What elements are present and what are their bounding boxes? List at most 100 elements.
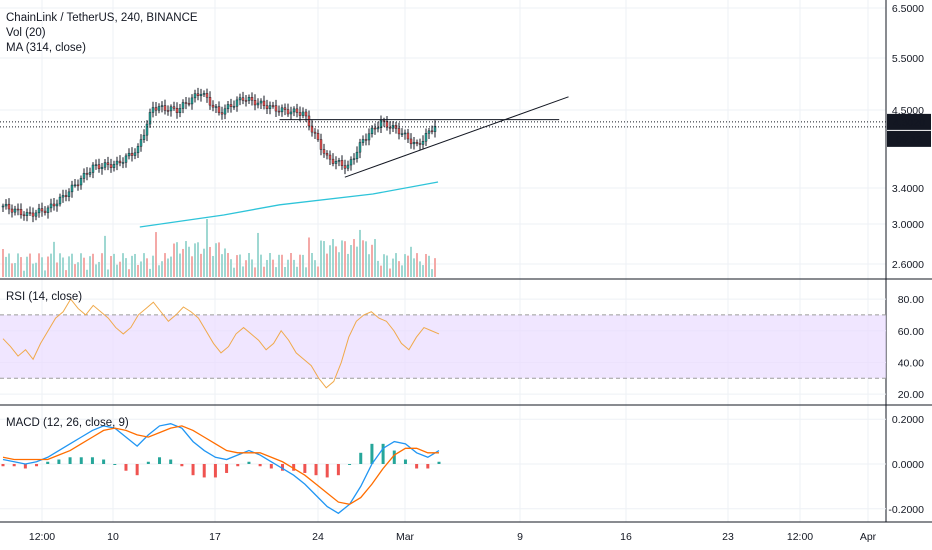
candle-body bbox=[403, 132, 407, 135]
macd-hist-bar bbox=[225, 464, 229, 473]
candle-body bbox=[157, 106, 161, 111]
legend-symbol[interactable]: ChainLink / TetherUS, 240, BINANCE bbox=[6, 12, 198, 24]
legend-macd[interactable]: MACD (12, 26, close, 9) bbox=[6, 417, 129, 429]
volume-bar bbox=[110, 256, 112, 277]
volume-bar bbox=[398, 261, 400, 277]
volume-bar bbox=[161, 261, 163, 277]
macd-hist-bar bbox=[269, 464, 273, 469]
macd-hist-bar bbox=[68, 457, 72, 464]
volume-bar bbox=[77, 262, 79, 277]
macd-hist-bar bbox=[348, 464, 352, 465]
candle-body bbox=[85, 172, 89, 175]
volume-bar bbox=[95, 264, 97, 277]
candle-body bbox=[196, 93, 200, 97]
candle-body bbox=[100, 166, 104, 169]
candle-body bbox=[232, 106, 236, 108]
x-tick-label: 17 bbox=[209, 531, 221, 543]
candle-body bbox=[340, 160, 344, 166]
x-tick-label: 10 bbox=[107, 531, 119, 543]
volume-bar bbox=[122, 253, 124, 277]
candle-body bbox=[205, 93, 209, 98]
volume-bar bbox=[152, 255, 154, 277]
candle-body bbox=[52, 203, 56, 207]
candle-body bbox=[103, 162, 107, 168]
candle-body bbox=[331, 158, 335, 164]
volume-bar bbox=[170, 256, 172, 277]
candle-body bbox=[124, 155, 128, 163]
volume-bar bbox=[74, 264, 76, 277]
volume-bar bbox=[50, 253, 52, 277]
x-tick-label: 23 bbox=[722, 531, 734, 543]
legend-ma[interactable]: MA (314, close) bbox=[6, 42, 86, 54]
candle-body bbox=[31, 212, 35, 217]
candle-body bbox=[241, 97, 245, 101]
candle-body bbox=[148, 112, 152, 125]
volume-bar bbox=[20, 257, 22, 277]
volume-bar bbox=[191, 256, 193, 277]
legend-rsi[interactable]: RSI (14, close) bbox=[6, 291, 83, 303]
volume-bar bbox=[47, 256, 49, 277]
macd-hist-bar bbox=[392, 450, 396, 464]
candle-body bbox=[139, 139, 143, 147]
volume-bar bbox=[134, 253, 136, 277]
volume-bar bbox=[158, 265, 160, 277]
macd-hist-bar bbox=[415, 464, 419, 469]
candle-body bbox=[25, 212, 29, 216]
candle-body bbox=[253, 99, 257, 106]
candle-body bbox=[397, 128, 401, 135]
macd-hist-bar bbox=[191, 464, 195, 476]
volume-bar bbox=[71, 253, 73, 277]
candle-body bbox=[115, 160, 119, 165]
candle-body bbox=[271, 105, 275, 107]
volume-bar bbox=[308, 237, 310, 277]
macd-hist-bar bbox=[292, 464, 296, 471]
y-tick-label: 2.6000 bbox=[892, 259, 924, 271]
volume-bar bbox=[359, 229, 361, 277]
legend-vol[interactable]: Vol (20) bbox=[6, 27, 46, 39]
candle-body bbox=[310, 125, 314, 133]
candle-body bbox=[289, 111, 293, 115]
volume-bar bbox=[23, 270, 25, 277]
ma-line bbox=[139, 181, 439, 228]
volume-bar bbox=[2, 249, 4, 277]
candle-body bbox=[313, 131, 317, 134]
candle-body bbox=[160, 105, 164, 107]
macd-hist-bar bbox=[135, 464, 139, 476]
candle-body bbox=[319, 139, 323, 150]
candle-body bbox=[334, 161, 338, 164]
candle-body bbox=[322, 149, 326, 154]
volume-bar bbox=[65, 270, 67, 277]
candle-body bbox=[67, 191, 71, 197]
candle-body bbox=[412, 142, 416, 145]
volume-bar bbox=[179, 253, 181, 277]
candle-body bbox=[220, 112, 224, 115]
candle-body bbox=[184, 102, 188, 104]
volume-bar bbox=[326, 253, 328, 277]
macd-hist-bar bbox=[303, 464, 307, 473]
volume-bar bbox=[248, 253, 250, 277]
volume-bar bbox=[185, 241, 187, 277]
candle-body bbox=[151, 107, 155, 113]
volume-bar bbox=[278, 254, 280, 277]
volume-bar bbox=[431, 269, 433, 277]
candle-body bbox=[154, 107, 158, 111]
macd-hist-bar bbox=[35, 464, 39, 467]
macd-hist-bar bbox=[258, 464, 262, 467]
volume-bar bbox=[296, 266, 298, 277]
x-tick-label: 12:00 bbox=[29, 531, 55, 543]
volume-bar bbox=[386, 255, 388, 277]
candle-body bbox=[193, 93, 197, 99]
macd-hist-bar bbox=[79, 457, 83, 464]
volume-bar bbox=[26, 256, 28, 277]
candle-body bbox=[433, 125, 437, 132]
candle-body bbox=[136, 146, 140, 154]
volume-bar bbox=[395, 253, 397, 277]
volume-bar bbox=[320, 240, 322, 277]
volume-bar bbox=[335, 246, 337, 277]
candle-body bbox=[133, 152, 137, 156]
x-tick-label: 24 bbox=[312, 531, 324, 543]
volume-bar bbox=[200, 253, 202, 277]
candle-body bbox=[238, 97, 242, 101]
volume-bar bbox=[317, 266, 319, 277]
